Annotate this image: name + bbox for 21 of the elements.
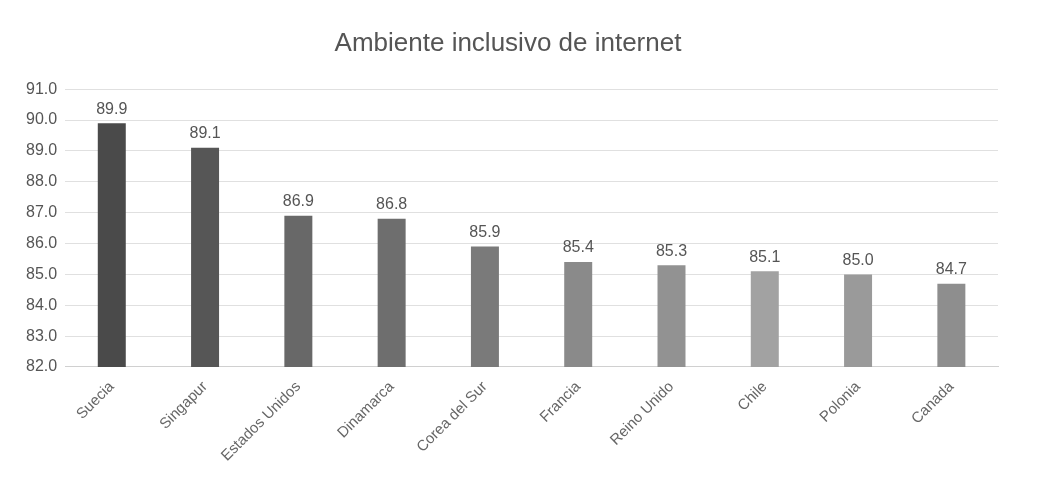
data-label: 85.0: [842, 250, 874, 268]
y-tick-label: 90.0: [26, 110, 58, 128]
y-tick-label: 83.0: [26, 326, 58, 344]
chart-title: Ambiente inclusivo de internet: [334, 26, 683, 57]
y-tick-label: 84.0: [26, 295, 58, 313]
data-label: 86.9: [282, 192, 315, 210]
data-label: 89.9: [96, 99, 128, 117]
y-tick-label: 87.0: [26, 203, 58, 221]
y-tick-label: 91.0: [26, 79, 58, 97]
data-label: 84.7: [935, 260, 968, 278]
y-tick-label: 82.0: [26, 357, 58, 375]
y-tick-label: 86.0: [26, 233, 58, 251]
data-label: 89.1: [189, 124, 221, 142]
data-label: 86.8: [376, 195, 408, 213]
data-label: 85.4: [562, 238, 594, 256]
data-label: 85.9: [469, 223, 501, 241]
y-tick-label: 85.0: [26, 264, 58, 282]
data-label: 85.3: [655, 241, 688, 259]
data-label: 85.1: [749, 247, 781, 265]
y-tick-label: 88.0: [26, 172, 58, 190]
y-tick-label: 89.0: [26, 141, 58, 159]
